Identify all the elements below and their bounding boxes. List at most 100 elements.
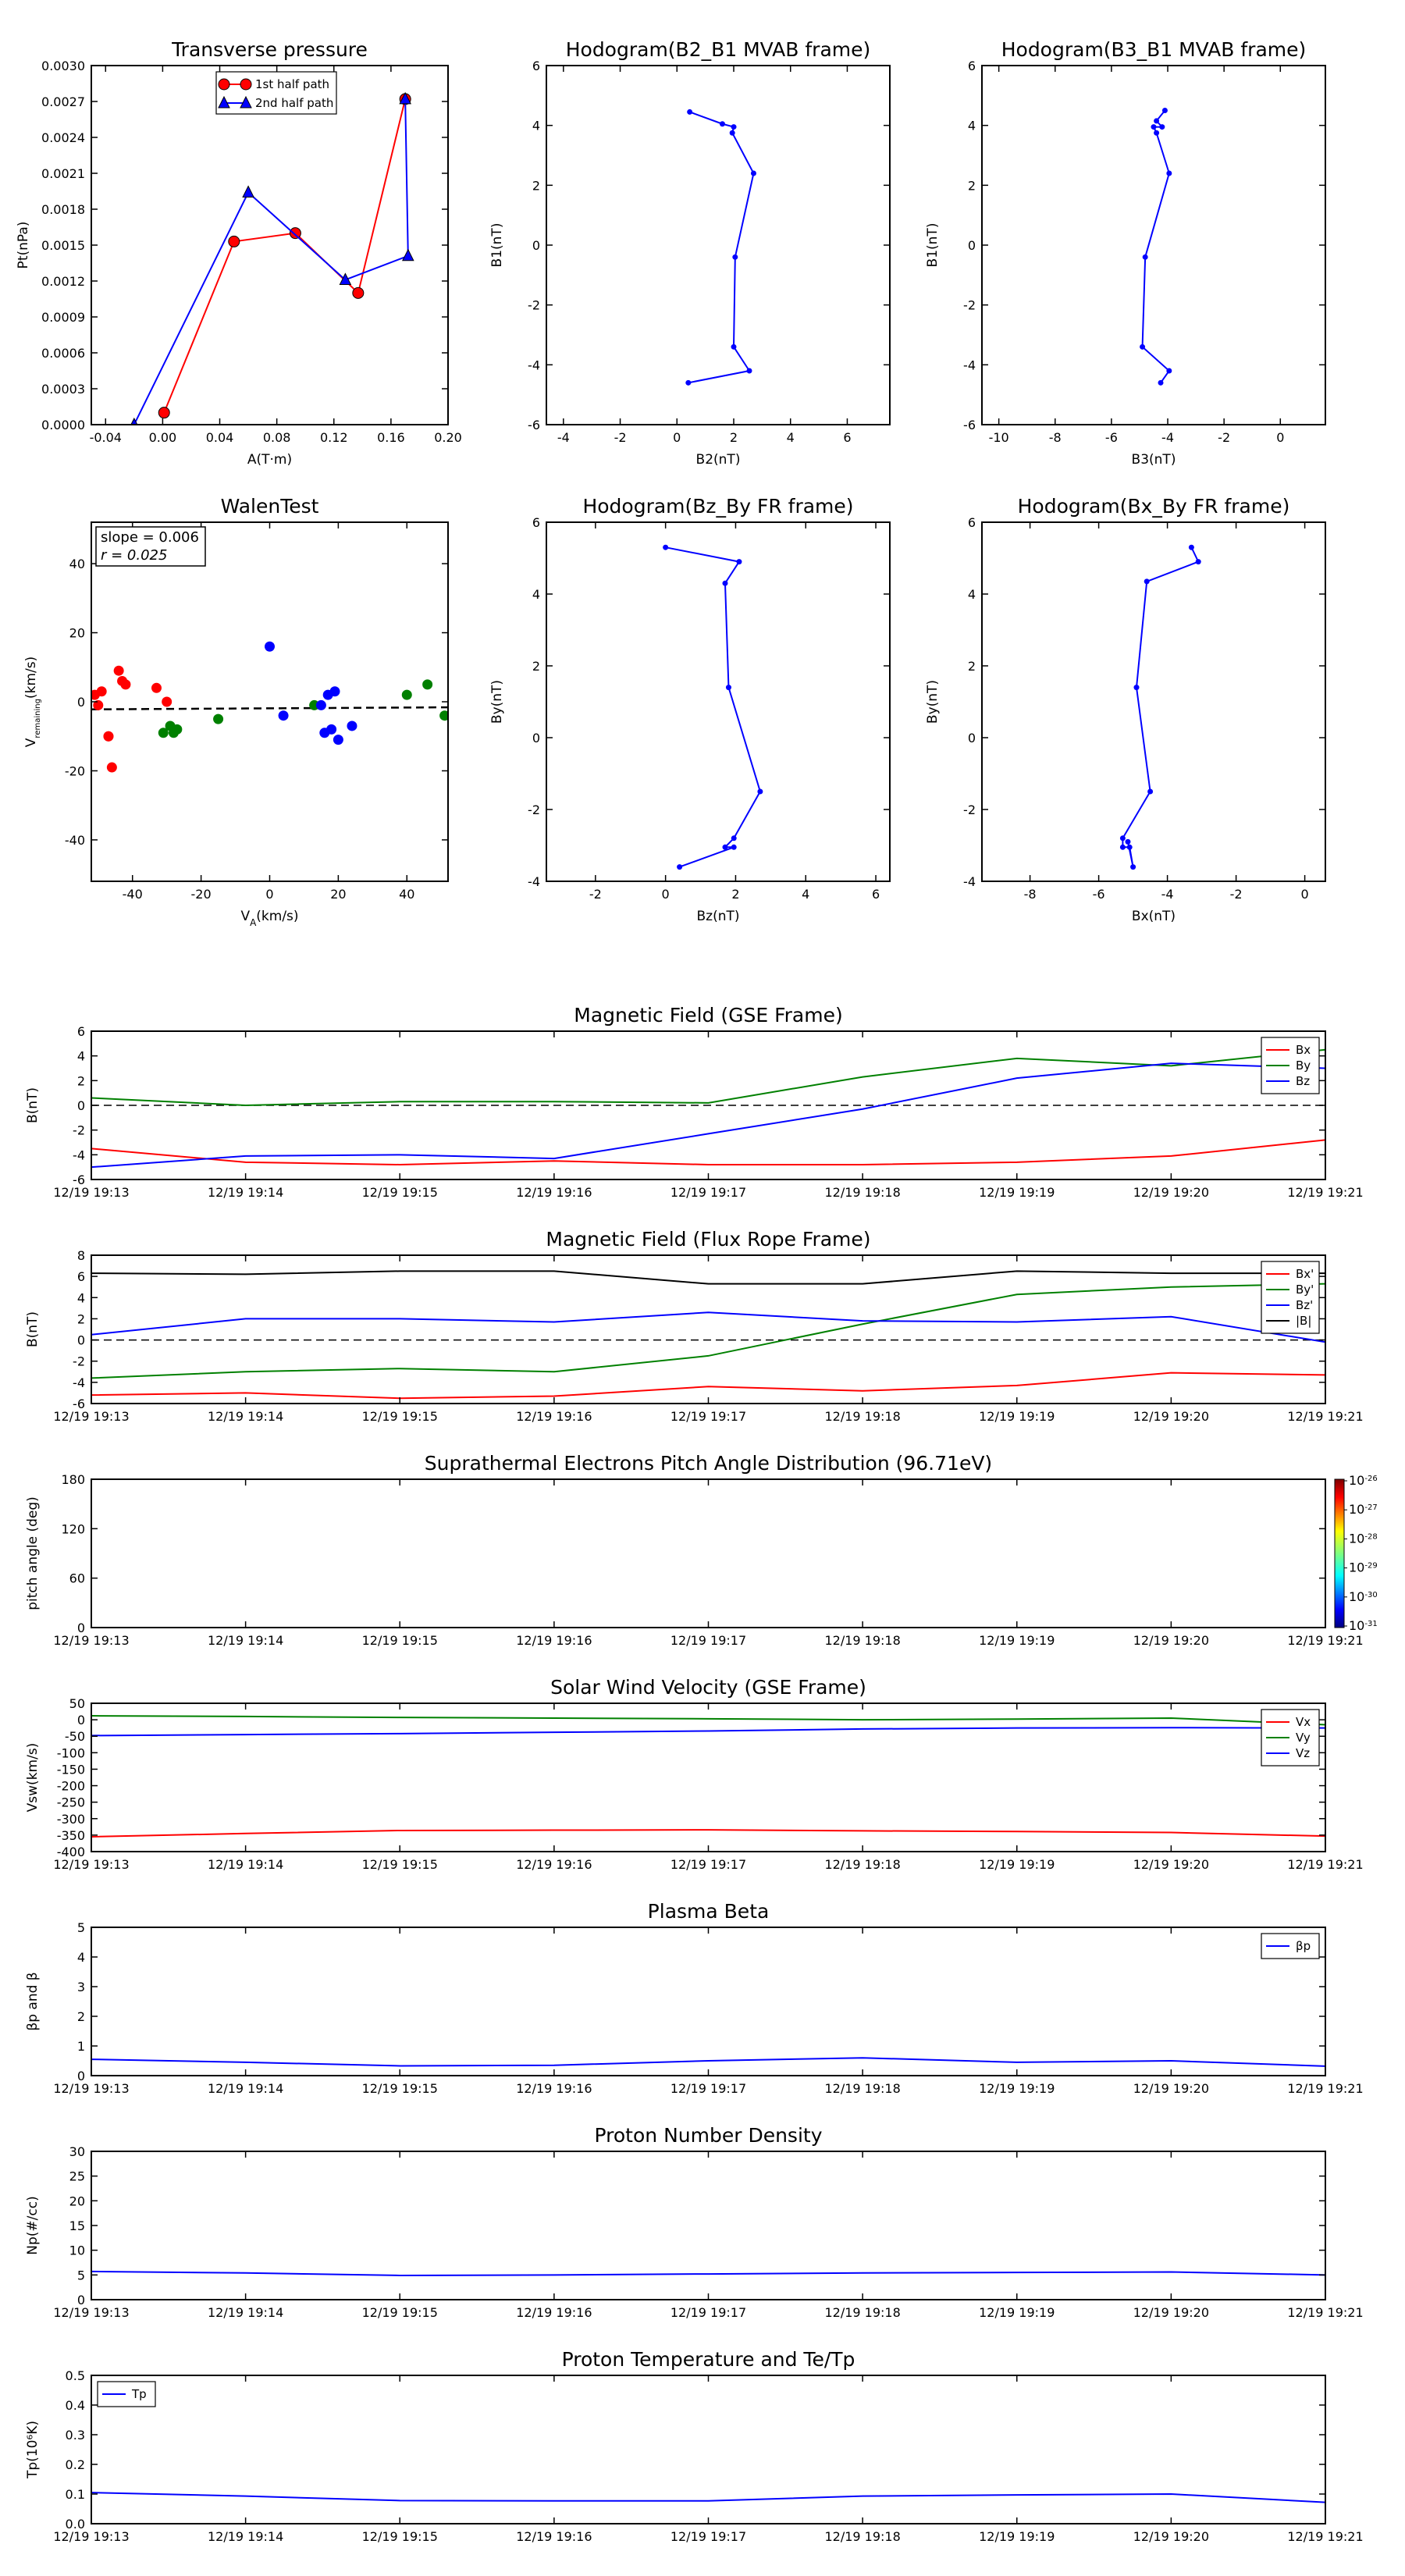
data-point <box>151 682 162 693</box>
x-tick-label: 12/19 19:17 <box>670 2529 746 2544</box>
y-tick-label: 10 <box>69 2243 85 2258</box>
y-tick-label: 0.0024 <box>41 130 85 145</box>
data-point <box>326 724 337 735</box>
legend-label: By <box>1296 1059 1311 1073</box>
y-tick-label: -2 <box>963 802 976 817</box>
x-axis-label: Bx(nT) <box>1132 909 1176 924</box>
plot-area <box>130 91 414 425</box>
x-tick-label: -10 <box>989 430 1009 445</box>
annotation-r: r = 0.025 <box>101 547 167 564</box>
y-tick-label: -4 <box>528 358 540 372</box>
x-tick-label: 12/19 19:15 <box>362 2081 438 2096</box>
colorbar-exponent: -27 <box>1364 1503 1377 1512</box>
y-tick-label: 120 <box>61 1521 85 1536</box>
plot-area <box>685 109 756 386</box>
colorbar-exponent: -26 <box>1364 1475 1377 1483</box>
data-point <box>687 109 693 115</box>
y-tick-label: -150 <box>57 1762 85 1777</box>
x-tick-label: -4 <box>557 430 570 445</box>
data-point <box>731 124 737 130</box>
x-tick-label: 12/19 19:20 <box>1133 1409 1209 1424</box>
panel-vsw: 12/19 19:13 12/19 19:14 12/19 19:15 12/19 1… <box>25 1676 1364 1872</box>
y-tick-label: 0.4 <box>66 2398 85 2413</box>
panel-beta: 12/19 19:13 12/19 19:14 12/19 19:15 12/19 1… <box>25 1900 1364 2096</box>
y-tick-label: -2 <box>963 298 976 313</box>
colorbar-exponent: -28 <box>1364 1532 1377 1541</box>
y-axis-label: B1(nT) <box>925 223 941 268</box>
y-tick-label: 6 <box>77 1024 85 1039</box>
x-tick-label: 2 <box>731 887 739 902</box>
x-tick-label: 12/19 19:14 <box>208 2081 283 2096</box>
plot-area <box>91 1715 1325 1838</box>
data-point <box>731 844 737 850</box>
series-line <box>91 1311 1325 1343</box>
x-tick-label: 12/19 19:16 <box>516 2529 592 2544</box>
series-line <box>91 1829 1325 1838</box>
data-point <box>333 735 343 745</box>
series-line <box>1122 546 1200 867</box>
legend-marker <box>240 78 252 91</box>
data-point <box>1195 559 1201 565</box>
series-line <box>91 1270 1325 1285</box>
unit: (km/s) <box>23 656 39 699</box>
x-tick-label: 12/19 19:18 <box>824 2305 900 2320</box>
data-point <box>329 686 340 697</box>
y-tick-label: -2 <box>73 1354 85 1369</box>
y-axis-label: By(nT) <box>925 680 941 724</box>
plot-frame <box>91 1927 1326 2076</box>
x-tick-label: 12/19 19:13 <box>53 2529 129 2544</box>
data-point <box>731 343 737 350</box>
x-tick-label: 12/19 19:21 <box>1287 1633 1363 1648</box>
data-point <box>722 844 728 850</box>
y-tick-label: 0.0006 <box>41 346 85 361</box>
y-tick-label: 2 <box>968 659 976 674</box>
data-point <box>1140 343 1146 350</box>
x-tick-label: 12/19 19:20 <box>1133 2529 1209 2544</box>
data-point <box>1158 379 1164 386</box>
plot-frame <box>91 1703 1326 1852</box>
plot-area <box>91 2057 1325 2067</box>
data-point <box>265 641 275 652</box>
series-line <box>91 1727 1325 1737</box>
x-tick-label: 0.08 <box>263 430 291 445</box>
chart-title: Hodogram(B3_B1 MVAB frame) <box>1001 38 1307 61</box>
y-tick-label: -40 <box>65 833 85 848</box>
colorbar-tick-label: 10-29 <box>1349 1560 1378 1575</box>
x-tick-label: 12/19 19:18 <box>824 2529 900 2544</box>
legend-label: 2nd half path <box>255 96 333 110</box>
data-point <box>172 724 183 735</box>
x-tick-label: 12/19 19:19 <box>979 1409 1055 1424</box>
y-tick-label: -50 <box>65 1729 85 1744</box>
x-tick-label: -4 <box>1161 887 1174 902</box>
chart-title: Plasma Beta <box>648 1900 770 1923</box>
data-point <box>1133 685 1140 691</box>
legend-label: Bz' <box>1296 1298 1313 1312</box>
data-point <box>1126 844 1133 850</box>
series-line <box>688 111 755 384</box>
data-point <box>402 248 414 262</box>
y-tick-label: 2 <box>77 1073 85 1088</box>
y-tick-label: -2 <box>528 802 540 817</box>
panel-h3: -2 0 2 4 6 -4 -2 0 2 4 6 Hodogram(Bz_By FR frame) Bz… <box>489 495 891 924</box>
panel-walen: -40 -20 0 20 40 -40 -20 0 20 40 WalenTest VA(km/s) V… <box>23 495 449 928</box>
x-tick-label: 12/19 19:18 <box>824 1633 900 1648</box>
legend-label: 1st half path <box>255 77 329 91</box>
data-point <box>401 689 412 700</box>
y-tick-label: 0 <box>77 2293 85 2307</box>
plot-frame <box>546 65 891 425</box>
x-tick-label: 12/19 19:21 <box>1287 2529 1363 2544</box>
data-point <box>1119 844 1126 850</box>
y-tick-label: -250 <box>57 1795 85 1810</box>
y-tick-label: 0.3 <box>66 2428 85 2443</box>
x-tick-label: 0.00 <box>149 430 177 445</box>
x-tick-label: -2 <box>1230 887 1243 902</box>
panel-np: 12/19 19:13 12/19 19:14 12/19 19:15 12/19 1… <box>25 2124 1364 2320</box>
y-tick-label: -200 <box>57 1779 85 1794</box>
colorbar-tick-label: 10-28 <box>1349 1531 1378 1546</box>
x-tick-label: 12/19 19:21 <box>1287 2081 1363 2096</box>
y-tick-label: 180 <box>61 1472 85 1487</box>
x-tick-label: 4 <box>787 430 795 445</box>
x-tick-label: 12/19 19:16 <box>516 2305 592 2320</box>
data-point <box>352 286 365 299</box>
